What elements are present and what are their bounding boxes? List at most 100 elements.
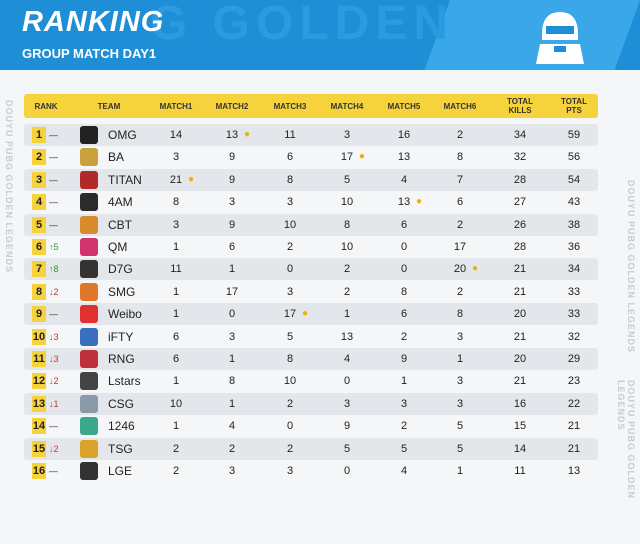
team-name: QM xyxy=(108,240,128,254)
match-4-points: 0 xyxy=(343,375,351,388)
match-4-points: 4 xyxy=(343,353,351,365)
col-match6: MATCH6 xyxy=(443,101,477,111)
team-logo-icon xyxy=(80,170,98,189)
match-2-points: 4 xyxy=(228,420,236,433)
total-kills: 14 xyxy=(513,442,527,455)
team-name: iFTY xyxy=(108,329,134,344)
header-watermark: G GOLDEN xyxy=(150,0,455,50)
match-6-points: 1 xyxy=(456,465,464,477)
team-logo-icon xyxy=(80,193,98,212)
total-pts: 38 xyxy=(567,218,581,231)
match-5-points: 0 xyxy=(400,263,408,276)
match-4-points: 8 xyxy=(343,218,351,231)
match-2-points: 13 xyxy=(225,129,239,141)
match-2-points: 6 xyxy=(228,241,236,253)
rank-change: — xyxy=(49,309,58,320)
match-1-points: 3 xyxy=(172,151,180,164)
match-2-points: 8 xyxy=(228,375,236,388)
rank-change: — xyxy=(49,152,58,163)
match-5-points: 2 xyxy=(400,330,408,343)
match-3-points: 10 xyxy=(283,218,297,231)
match-2-points: 17 xyxy=(225,285,239,298)
match-1-points: 14 xyxy=(169,129,183,141)
chicken-dinner-icon: ● xyxy=(244,129,251,140)
match-4-points: 10 xyxy=(340,196,354,209)
table-row: 8 ↓2 SMG 1 17 3 2 8 2 21 33 xyxy=(24,281,598,303)
team-logo-icon xyxy=(80,215,98,234)
team-logo-icon xyxy=(80,439,98,458)
rank-number: 1 xyxy=(32,127,46,143)
rank-number: 9 xyxy=(32,306,46,323)
match-5-points: 6 xyxy=(400,308,408,321)
total-kills: 15 xyxy=(513,420,527,433)
table-row: 13 ↓1 CSG 10 1 2 3 3 3 16 22 xyxy=(24,392,598,415)
col-match3: MATCH3 xyxy=(273,101,307,111)
match-6-points: 17 xyxy=(453,241,467,253)
team-name: 4AM xyxy=(108,195,133,210)
match-6-points: 6 xyxy=(456,196,464,209)
match-2-points: 1 xyxy=(228,397,236,410)
chicken-dinner-icon: ● xyxy=(188,173,195,185)
total-pts: 21 xyxy=(567,442,581,455)
match-1-points: 11 xyxy=(170,263,182,276)
table-row: 15 ↓2 TSG 2 2 2 5 5 5 14 21 xyxy=(24,437,598,460)
total-kills: 21 xyxy=(513,330,527,343)
rank-number: 15 xyxy=(32,440,46,457)
match-1-points: 8 xyxy=(172,196,180,209)
match-5-points: 4 xyxy=(400,173,408,186)
team-name: Weibo xyxy=(108,307,142,322)
match-3-points: 6 xyxy=(286,151,294,164)
rank-number: 14 xyxy=(32,418,46,435)
total-kills: 21 xyxy=(513,263,527,276)
team-name: TSG xyxy=(108,441,133,456)
total-pts: 32 xyxy=(567,330,581,343)
rank-change: ↑8 xyxy=(49,264,59,275)
total-kills: 21 xyxy=(513,375,527,388)
table-row: 9— Weibo 1 0 17 1 6 8 20 33 ● xyxy=(24,303,598,326)
col-match4: MATCH4 xyxy=(330,101,364,111)
team-logo-icon xyxy=(80,372,98,391)
table-row: 2— BA 3 9 6 17 13 8 32 56 ● xyxy=(24,146,598,168)
rank-number: 12 xyxy=(32,373,46,390)
rank-change: — xyxy=(49,197,58,208)
match-2-points: 3 xyxy=(228,465,236,477)
match-4-points: 10 xyxy=(340,241,354,253)
rank-number: 5 xyxy=(32,216,46,233)
match-2-points: 9 xyxy=(228,151,236,164)
match-2-points: 1 xyxy=(228,353,236,365)
match-4-points: 3 xyxy=(343,397,351,410)
match-5-points: 16 xyxy=(397,129,411,141)
total-pts: 43 xyxy=(567,196,581,209)
rank-change: — xyxy=(49,174,58,185)
match-3-points: 17 xyxy=(283,308,297,321)
rank-change: — xyxy=(49,466,58,476)
match-5-points: 6 xyxy=(400,218,408,231)
team-logo-icon xyxy=(80,417,98,436)
table-row: 16— LGE 2 3 3 0 4 1 11 13 xyxy=(24,460,598,482)
column-header-row: RANK TEAM MATCH1 MATCH2 MATCH3 MATCH4 MA… xyxy=(24,94,598,118)
team-name: LGE xyxy=(108,464,133,478)
team-logo-icon xyxy=(80,305,98,324)
total-kills: 11 xyxy=(514,465,526,477)
team-logo-icon xyxy=(80,282,98,301)
match-3-points: 3 xyxy=(286,465,294,477)
total-pts: 36 xyxy=(567,241,581,253)
total-kills: 32 xyxy=(513,151,527,164)
match-6-points: 3 xyxy=(456,375,464,388)
side-text-right-1: DOUYU PUBG GOLDEN LEGENDS xyxy=(626,180,636,354)
match-1-points: 1 xyxy=(172,375,180,388)
team-logo-icon xyxy=(80,148,98,167)
col-team: TEAM xyxy=(97,101,121,111)
total-kills: 21 xyxy=(513,285,527,298)
chicken-dinner-icon: ● xyxy=(472,263,479,275)
rank-number: 6 xyxy=(32,239,46,255)
match-1-points: 1 xyxy=(172,285,180,298)
rank-number: 4 xyxy=(32,194,46,211)
match-4-points: 0 xyxy=(343,465,351,477)
total-pts: 22 xyxy=(567,397,581,410)
col-match2: MATCH2 xyxy=(215,101,249,111)
page-subtitle: GROUP MATCH DAY1 xyxy=(22,46,157,61)
team-name: SMG xyxy=(108,284,136,299)
rank-number: 13 xyxy=(32,395,46,412)
match-5-points: 13 xyxy=(397,151,411,164)
